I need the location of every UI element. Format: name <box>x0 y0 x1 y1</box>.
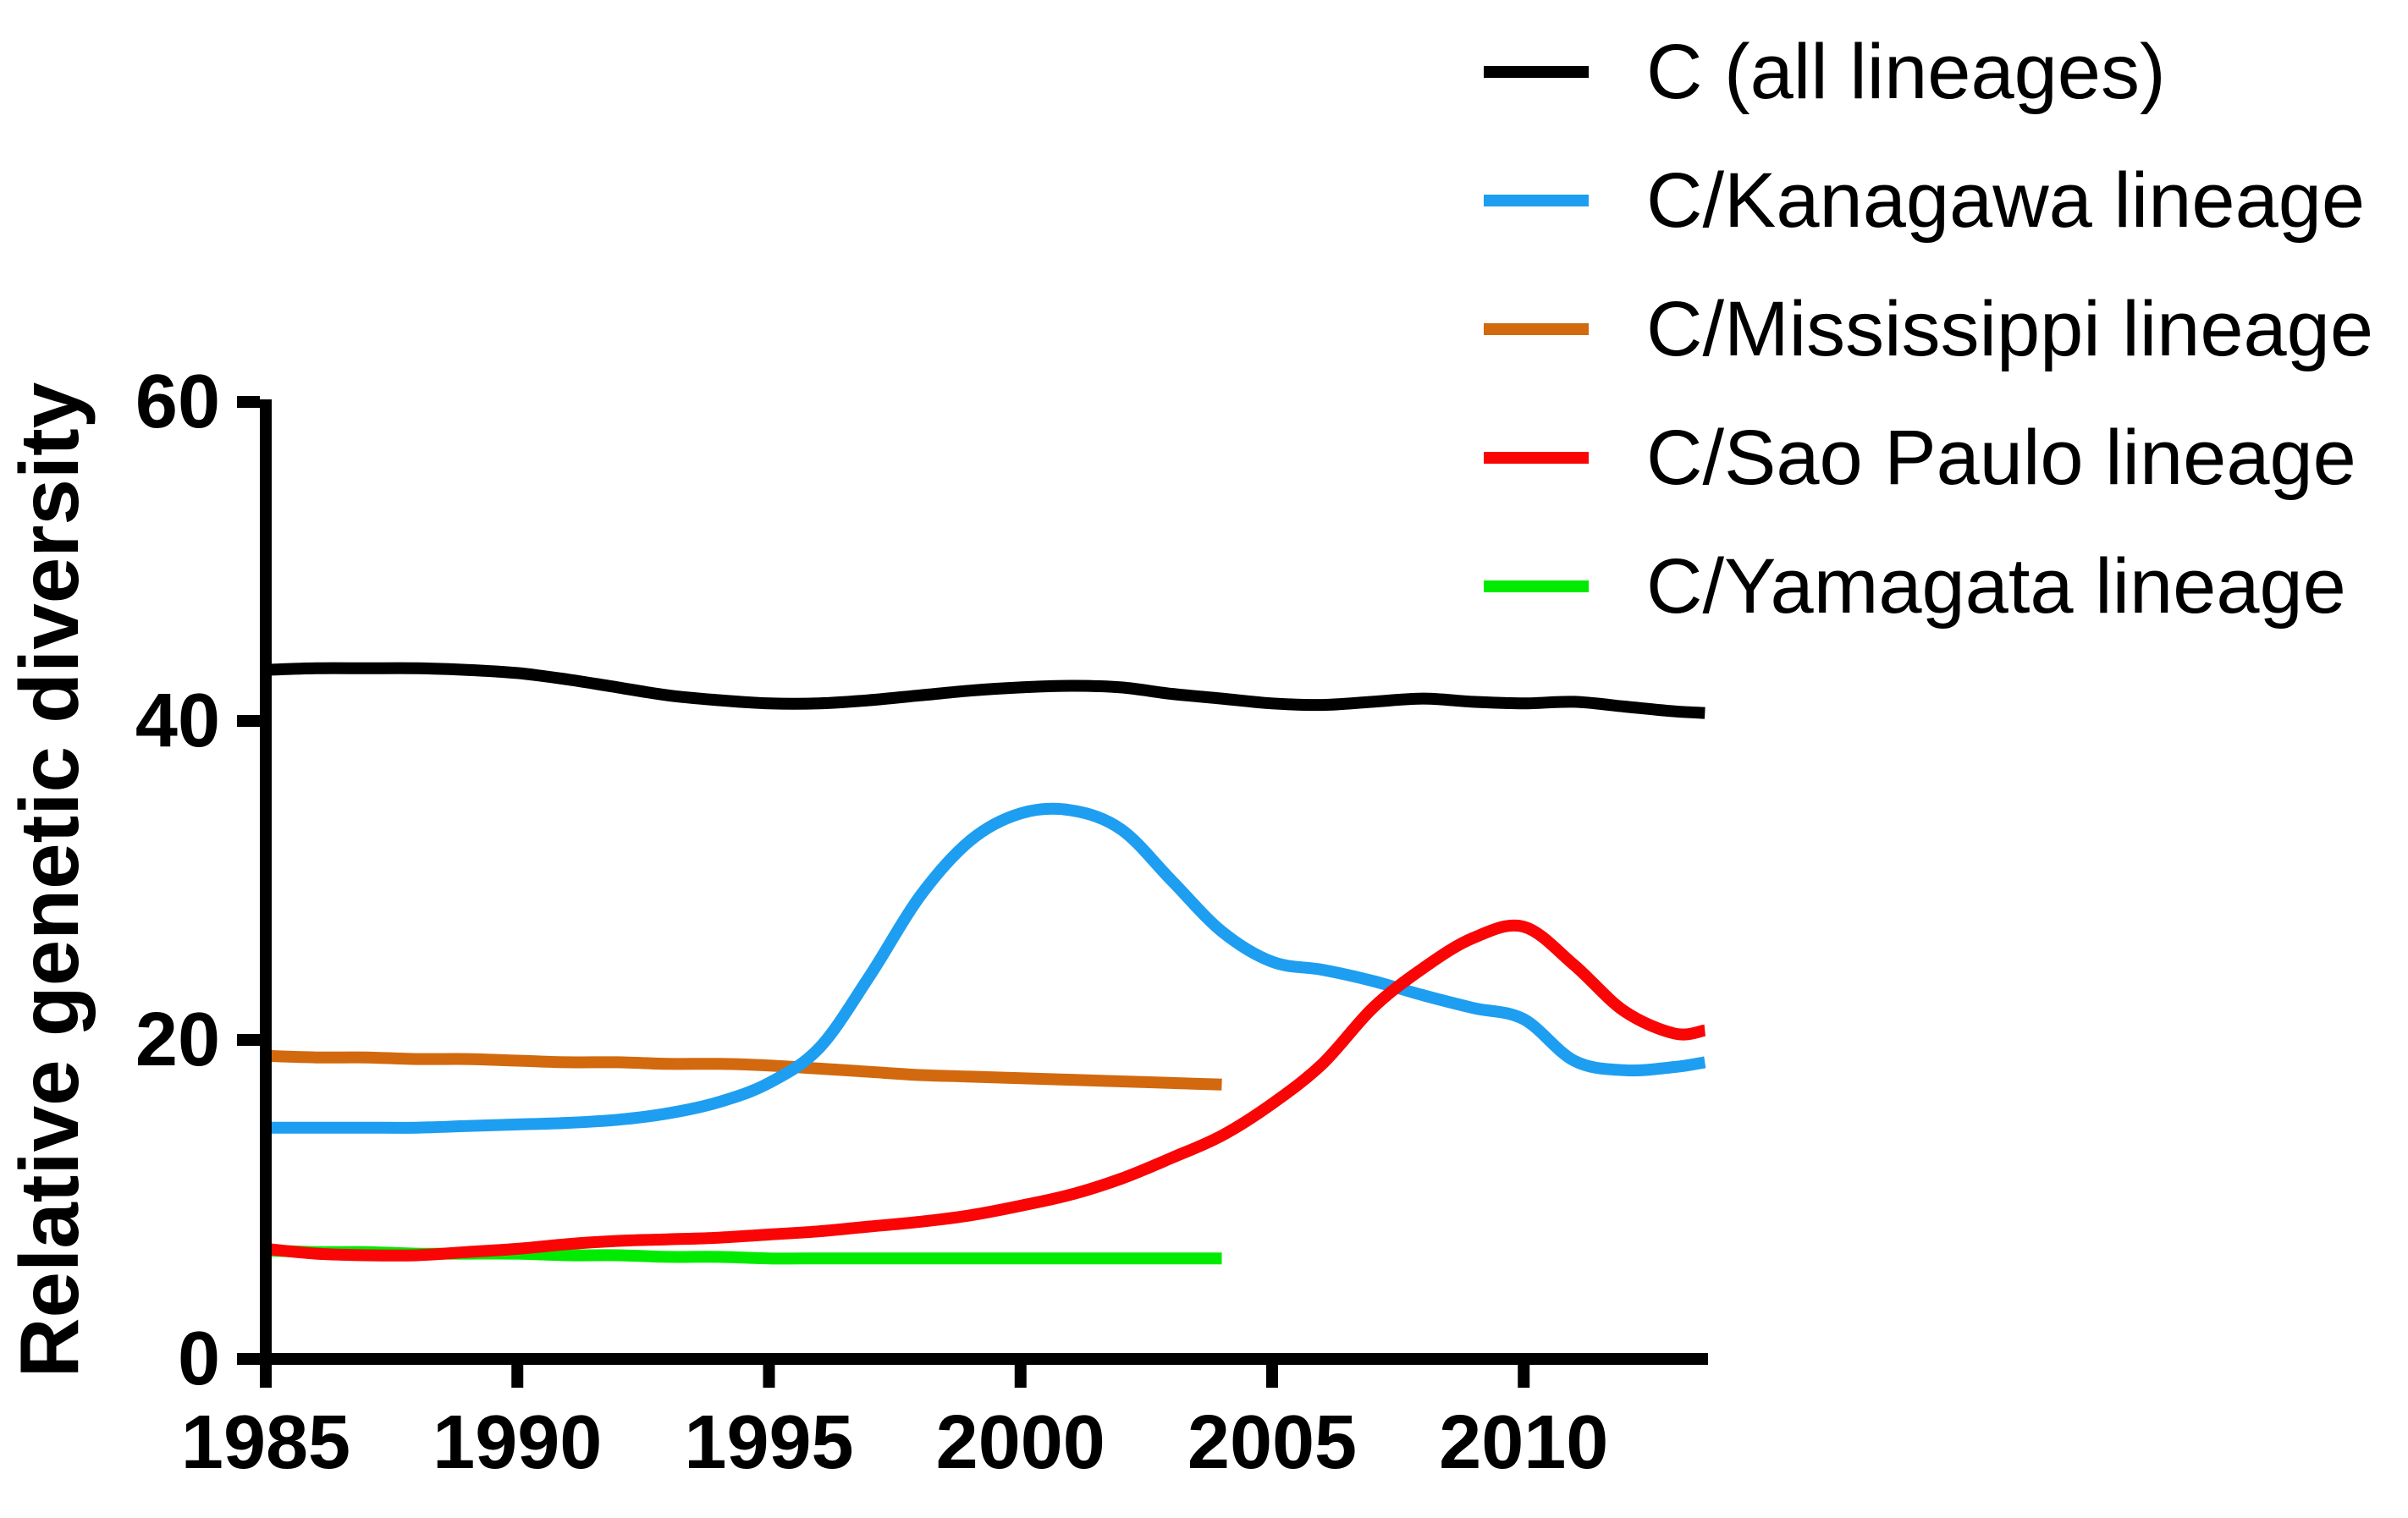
legend-swatch <box>1484 66 1589 78</box>
x-tick-label: 2000 <box>936 1400 1105 1485</box>
legend-label: C/Sao Paulo lineage <box>1646 415 2356 501</box>
y-tick-label: 20 <box>135 998 220 1082</box>
x-tick <box>1266 1365 1278 1388</box>
y-tick-label: 40 <box>135 679 220 763</box>
x-tick <box>1014 1365 1027 1388</box>
series-line-c-mississippi-lineage <box>265 1049 1222 1091</box>
legend-swatch <box>1484 452 1589 464</box>
series-line-c-sao-paulo-lineage <box>265 919 1706 1262</box>
x-tick <box>260 1365 272 1388</box>
axes-group <box>260 399 1708 1365</box>
y-axis-title: Relative genetic diversity <box>3 382 96 1378</box>
ticks-group <box>237 396 1530 1388</box>
legend: C (all lineages) C/Kanagawa lineage C/Miss… <box>1484 29 2373 630</box>
y-tick <box>237 396 260 408</box>
legend-swatch <box>1484 195 1589 206</box>
y-tick <box>237 1034 260 1046</box>
x-tick <box>763 1365 775 1388</box>
x-axis-line <box>260 1353 1708 1365</box>
legend-swatch <box>1484 580 1589 592</box>
tick-labels-group: 0 20 40 60 1985 1990 1995 2000 2005 2010 <box>135 360 1608 1485</box>
x-tick-label: 1995 <box>684 1400 853 1485</box>
x-tick-label: 1990 <box>433 1400 602 1485</box>
legend-item: C/Mississippi lineage <box>1484 286 2373 372</box>
legend-label: C/Mississippi lineage <box>1646 286 2373 372</box>
legend-item: C/Yamagata lineage <box>1484 543 2346 630</box>
y-tick-label: 60 <box>135 360 220 444</box>
x-tick <box>511 1365 524 1388</box>
x-tick-label: 1985 <box>181 1400 350 1485</box>
x-tick-label: 2005 <box>1187 1400 1357 1485</box>
x-tick <box>1518 1365 1530 1388</box>
legend-label: C/Yamagata lineage <box>1646 543 2346 630</box>
x-tick-label: 2010 <box>1439 1400 1608 1485</box>
legend-label: C/Kanagawa lineage <box>1646 157 2365 244</box>
legend-label: C (all lineages) <box>1646 29 2166 115</box>
y-axis-line <box>260 399 272 1365</box>
y-tick <box>237 1353 260 1365</box>
legend-item: C/Sao Paulo lineage <box>1484 415 2356 501</box>
series-line-c-all-lineages <box>265 662 1705 719</box>
legend-item: C (all lineages) <box>1484 29 2166 115</box>
y-tick-label: 0 <box>178 1317 220 1401</box>
y-tick <box>237 715 260 727</box>
legend-item: C/Kanagawa lineage <box>1484 157 2365 244</box>
legend-swatch <box>1484 323 1589 335</box>
series-group <box>265 662 1706 1265</box>
series-line-c-kanagawa-lineage <box>265 802 1706 1134</box>
